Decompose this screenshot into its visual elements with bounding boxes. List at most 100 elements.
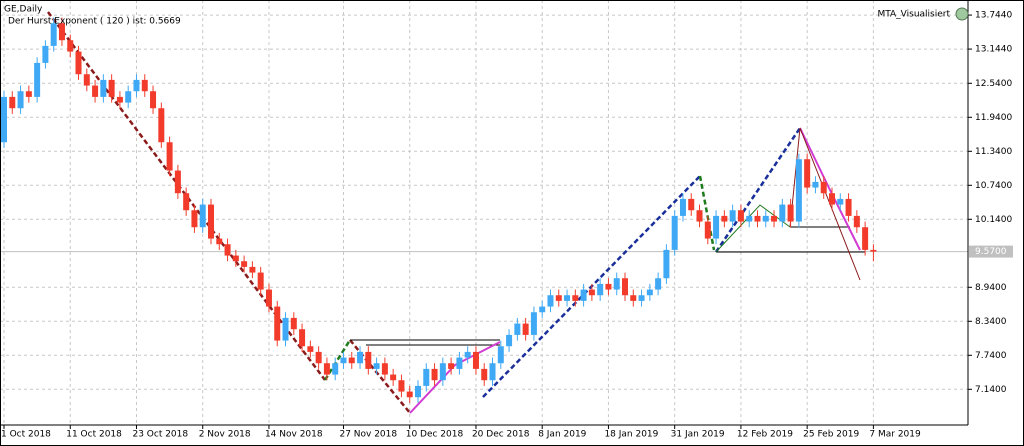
candle-body [150,91,157,109]
y-tick-label: 10.1400 [975,215,1012,225]
candle-body [812,181,819,188]
candle-body [497,346,504,364]
candle-body [713,215,720,239]
candle-body [141,79,148,92]
candle-body [829,193,835,205]
candle-body [646,289,653,296]
candle-body [547,295,554,307]
x-tick-label: 2 Nov 2018 [199,430,251,440]
candle-body [795,159,802,222]
candle-body [166,142,173,171]
candle-body [191,210,198,228]
y-tick-label: 7.7400 [975,351,1007,361]
candle-body [216,238,223,245]
expert-icon [955,7,969,21]
y-tick-label: 8.3400 [975,317,1007,327]
candle-body [58,23,65,41]
y-tick-label: 13.1440 [975,45,1012,55]
candle-body [439,363,446,381]
y-tick-label: 7.1400 [975,385,1007,395]
candle-body [630,295,637,301]
candle-body [580,289,587,301]
candle-body [34,62,41,97]
candle-body [249,266,256,273]
candle-body [588,289,595,296]
candle-body [323,363,330,375]
candle-body [787,204,794,222]
candle-body [870,249,877,252]
candle-body [862,227,869,250]
candle-body [415,385,421,398]
candle-body [67,40,74,52]
candle-body [679,198,686,216]
candle-body [208,204,214,239]
x-tick-label: 7 Mar 2019 [869,430,921,440]
candle-body [299,329,306,347]
candle-body [265,289,272,307]
x-tick-label: 11 Oct 2018 [66,430,122,440]
candle-body [340,357,347,364]
x-tick-label: 12 Feb 2019 [737,430,793,440]
candle-body [729,210,736,222]
x-tick-label: 18 Jan 2019 [604,430,658,440]
candle-body [282,317,289,341]
candle-body [696,210,703,222]
candle-body [224,244,231,256]
candle-body [373,363,380,369]
candle-body [431,368,438,381]
candle-body [688,198,695,211]
candle-body [522,323,529,335]
candle-body [406,391,413,398]
candle-body [489,363,496,381]
candle-body [50,23,57,46]
pattern-line [799,127,861,251]
candle-body [232,255,239,262]
candle-body [348,357,355,364]
candle-body [241,261,248,267]
candle-body [845,198,852,216]
candle-body [655,278,662,290]
candle-body [530,312,537,335]
candle-body [274,306,281,341]
candle-body [671,215,678,250]
y-tick-label: 13.7440 [975,11,1012,21]
candle-body [9,96,16,109]
candle-body [456,357,463,369]
candle-body [762,215,769,222]
candle-body [133,79,140,92]
candle-body [481,368,488,381]
candle-body [605,283,612,290]
candle-body [17,91,24,109]
candle-body [158,108,165,143]
x-tick-label: 23 Oct 2018 [132,430,188,440]
candle-body [183,193,190,211]
candle-body [381,363,388,375]
candle-body [25,91,32,97]
candle-body [572,295,579,301]
candle-body [125,91,132,103]
candle-body [199,204,206,228]
candle-body [398,380,405,392]
pattern-line [409,341,501,414]
candle-body [290,317,297,330]
candle-body [820,181,827,194]
candle-body [390,374,397,381]
candle-body [853,215,860,228]
candle-body [423,368,430,386]
candle-body [75,51,82,75]
candle-body [613,278,620,290]
candle-body [804,159,811,188]
candle-body [506,334,513,347]
candle-body [597,283,604,296]
candle-body [257,272,264,290]
candle-body [332,363,339,375]
x-tick-label: 20 Dec 2018 [472,430,530,440]
x-tick-label: 1 Oct 2018 [1,430,51,440]
candle-body [704,221,711,239]
candle-body [754,215,761,222]
candle-body [746,215,753,222]
candle-body [638,295,645,301]
candle-body [315,351,322,364]
